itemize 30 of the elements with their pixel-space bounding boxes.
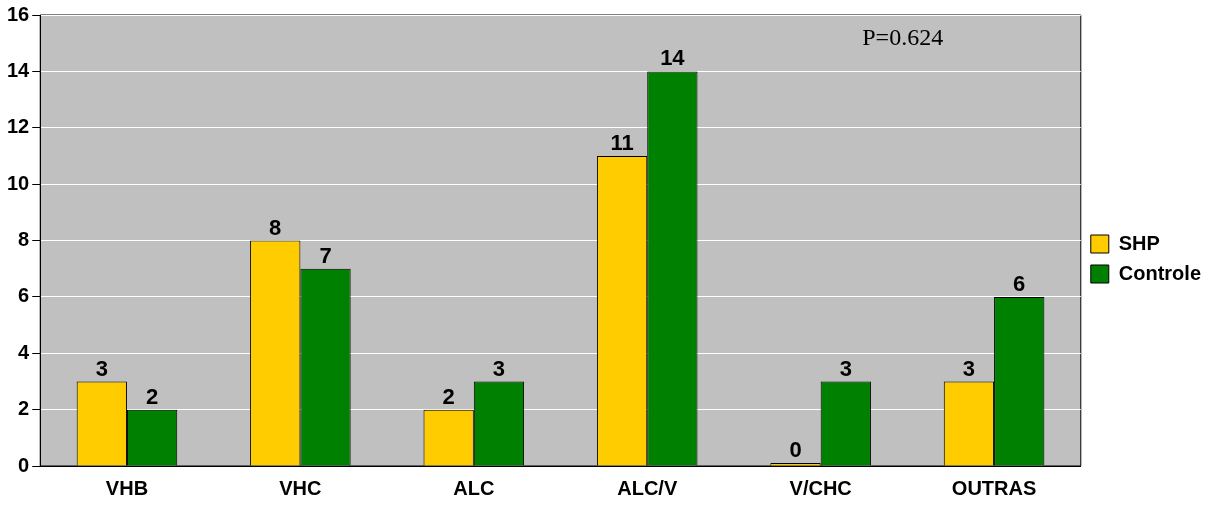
legend-label: Controle xyxy=(1118,261,1201,284)
annotation: P=0.624 xyxy=(862,24,944,51)
y-tick-label: 0 xyxy=(18,453,30,476)
data-label: 6 xyxy=(1013,270,1026,296)
legend-label: SHP xyxy=(1118,231,1160,254)
data-label: 2 xyxy=(145,383,159,409)
data-label: 3 xyxy=(962,355,976,381)
data-label: 11 xyxy=(610,130,634,155)
data-label: 2 xyxy=(442,383,455,409)
y-tick-label: 2 xyxy=(18,397,30,420)
x-tick-label: OUTRAS xyxy=(951,476,1037,499)
data-label: 3 xyxy=(839,355,852,381)
y-tick-label: 6 xyxy=(18,284,30,307)
data-label: 8 xyxy=(269,214,282,240)
x-tick-label: VHC xyxy=(279,476,322,499)
data-label: 0 xyxy=(789,437,802,463)
x-tick-label: ALC xyxy=(453,476,495,499)
y-tick-label: 8 xyxy=(18,228,30,251)
y-tick-label: 12 xyxy=(7,115,30,138)
y-tick-label: 16 xyxy=(7,2,30,25)
data-label: 7 xyxy=(319,242,332,268)
y-tick-label: 10 xyxy=(7,171,30,194)
data-label: 14 xyxy=(660,45,686,71)
y-tick-label: 4 xyxy=(18,340,31,363)
x-tick-label: V/CHC xyxy=(789,476,852,499)
data-label: 3 xyxy=(95,355,108,381)
y-tick-label: 14 xyxy=(7,58,31,81)
x-tick-label: VHB xyxy=(105,476,149,499)
x-tick-label: ALC/V xyxy=(617,476,678,499)
data-label: 3 xyxy=(492,355,506,381)
